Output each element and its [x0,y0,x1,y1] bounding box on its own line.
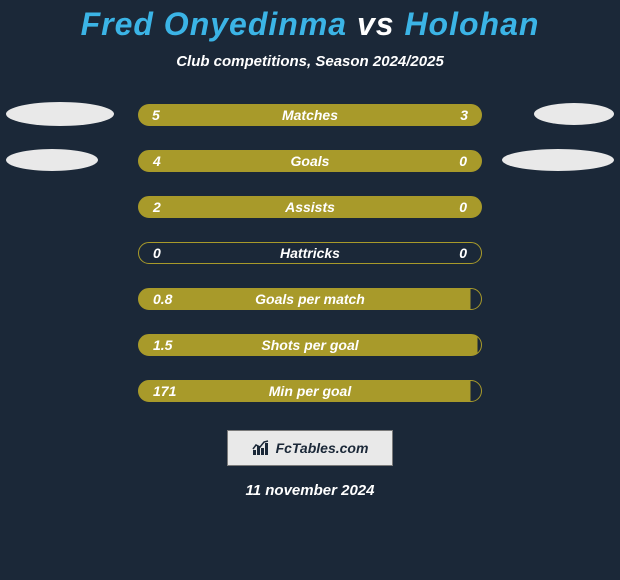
player2-name: Holohan [404,6,539,42]
brand-box: FcTables.com [227,430,393,466]
stat-bar: 0.8 Goals per match [138,288,482,310]
stat-value-right: 3 [428,107,468,123]
stat-label: Goals [291,153,330,169]
chart-icon [252,440,270,456]
decor-oval [6,102,114,126]
stat-row: 0.8 Goals per match [0,288,620,310]
decor-oval [502,149,614,171]
stat-row: 0 Hattricks 0 [0,242,620,264]
stat-value-left: 2 [153,199,193,215]
comparison-title: Fred Onyedinma vs Holohan [0,0,620,43]
stat-bar: 171 Min per goal [138,380,482,402]
stat-row: 5 Matches 3 [0,104,620,126]
stat-bar: 2 Assists 0 [138,196,482,218]
stat-label: Shots per goal [261,337,358,353]
stat-label: Matches [282,107,338,123]
stat-rows: 5 Matches 3 4 Goals 0 2 Assists 0 0 Hattricks 0 0.8 G… [0,104,620,402]
stat-row: 4 Goals 0 [0,150,620,172]
stat-bar: 0 Hattricks 0 [138,242,482,264]
decor-oval [6,149,98,171]
stat-label: Goals per match [255,291,365,307]
stat-label: Assists [285,199,335,215]
stat-value-left: 171 [153,383,193,399]
stat-value-right: 0 [427,245,467,261]
stat-row: 1.5 Shots per goal [0,334,620,356]
stat-bar: 4 Goals 0 [138,150,482,172]
vs-text: vs [357,6,395,42]
stat-label: Min per goal [269,383,351,399]
player1-name: Fred Onyedinma [81,6,348,42]
stat-value-left: 0 [153,245,193,261]
stat-value-left: 5 [152,107,192,123]
stat-value-right: 0 [427,199,467,215]
stat-bar: 1.5 Shots per goal [138,334,482,356]
decor-oval [534,103,614,125]
stat-value-left: 1.5 [153,337,193,353]
stat-row: 171 Min per goal [0,380,620,402]
stat-label: Hattricks [280,245,340,261]
stat-row: 2 Assists 0 [0,196,620,218]
stat-value-right: 0 [427,153,467,169]
subtitle: Club competitions, Season 2024/2025 [0,53,620,70]
stat-value-left: 4 [153,153,193,169]
brand-text: FcTables.com [276,440,369,456]
stat-bar: 5 Matches 3 [138,104,482,126]
date-text: 11 november 2024 [0,482,620,499]
stat-value-left: 0.8 [153,291,193,307]
